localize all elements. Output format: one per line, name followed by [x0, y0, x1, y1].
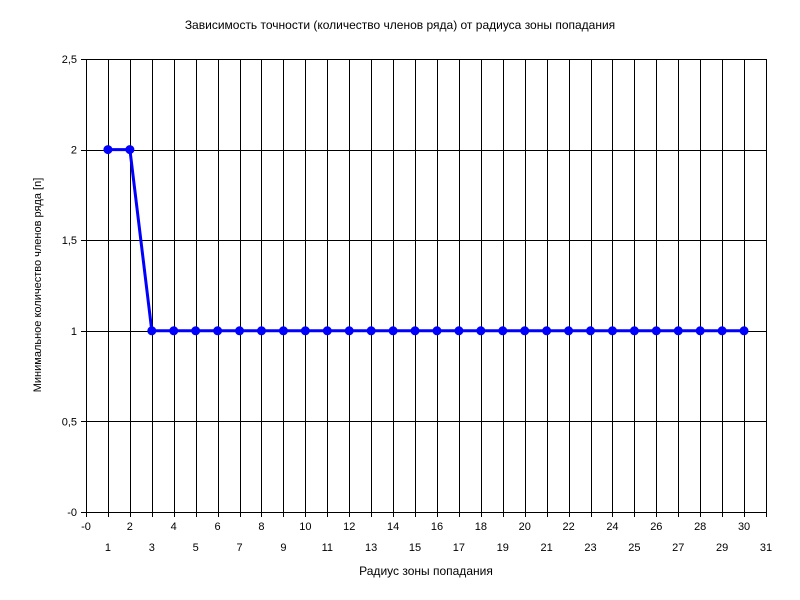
x-tick-label: -0	[81, 521, 91, 533]
data-point	[278, 326, 288, 336]
x-tick-label: 7	[236, 542, 242, 554]
data-point	[520, 326, 530, 336]
x-tick-label: 22	[562, 521, 574, 533]
data-point	[300, 326, 310, 336]
data-point	[432, 326, 442, 336]
x-tick-label: 14	[387, 521, 399, 533]
x-axis-label: Радиус зоны попадания	[359, 564, 493, 578]
data-point	[498, 326, 508, 336]
data-point	[344, 326, 354, 336]
x-tick-label: 6	[215, 521, 221, 533]
data-point	[542, 326, 552, 336]
data-point	[410, 326, 420, 336]
x-tick-label: 26	[650, 521, 662, 533]
data-point	[651, 326, 661, 336]
data-point	[147, 326, 157, 336]
x-tick-label: 25	[628, 542, 640, 554]
data-point	[235, 326, 245, 336]
data-point	[586, 326, 596, 336]
y-tick-label: 2	[71, 145, 77, 157]
data-point	[169, 326, 179, 336]
data-point	[366, 326, 376, 336]
data-point	[191, 326, 201, 336]
y-tick-label: 0,5	[62, 416, 77, 428]
x-tick-label: 5	[193, 542, 199, 554]
x-tick-label: 13	[365, 542, 377, 554]
y-tick-label: 1	[71, 326, 77, 338]
data-point	[125, 145, 135, 155]
x-tick-label: 3	[149, 542, 155, 554]
x-tick-label: 16	[431, 521, 443, 533]
x-tick-label: 2	[127, 521, 133, 533]
data-point	[607, 326, 617, 336]
data-point	[629, 326, 639, 336]
x-tick-label: 20	[519, 521, 531, 533]
data-point	[454, 326, 464, 336]
x-tick-label: 29	[716, 542, 728, 554]
y-tick-label: 1,5	[62, 235, 77, 247]
y-axis-label: Минимальное количество членов ряда [n]	[32, 177, 44, 393]
x-tick-label: 17	[453, 542, 465, 554]
x-tick-label: 21	[541, 542, 553, 554]
x-tick-label: 28	[694, 521, 706, 533]
data-point	[717, 326, 727, 336]
y-tick-label: 2,5	[62, 54, 77, 66]
x-tick-label: 8	[258, 521, 264, 533]
data-point	[213, 326, 223, 336]
x-tick-label: 23	[584, 542, 596, 554]
x-tick-label: 9	[280, 542, 286, 554]
data-point	[564, 326, 574, 336]
data-point	[322, 326, 332, 336]
x-tick-label: 1	[105, 542, 111, 554]
data-point	[103, 145, 113, 155]
data-point	[476, 326, 486, 336]
data-point	[739, 326, 749, 336]
x-tick-label: 15	[409, 542, 421, 554]
x-tick-label: 18	[475, 521, 487, 533]
x-tick-label: 11	[322, 542, 333, 554]
y-tick-label: -0	[67, 507, 77, 519]
chart-title: Зависимость точности (количество членов …	[184, 18, 616, 32]
x-tick-label: 19	[497, 542, 509, 554]
x-tick-label: 12	[343, 521, 355, 533]
data-point	[695, 326, 705, 336]
data-point	[673, 326, 683, 336]
data-point	[388, 326, 398, 336]
x-tick-label: 27	[672, 542, 684, 554]
x-tick-label: 4	[171, 521, 177, 533]
x-tick-label: 31	[760, 542, 772, 554]
x-tick-label: 24	[606, 521, 618, 533]
x-tick-label: 10	[299, 521, 311, 533]
data-point	[256, 326, 266, 336]
x-tick-label: 30	[738, 521, 750, 533]
